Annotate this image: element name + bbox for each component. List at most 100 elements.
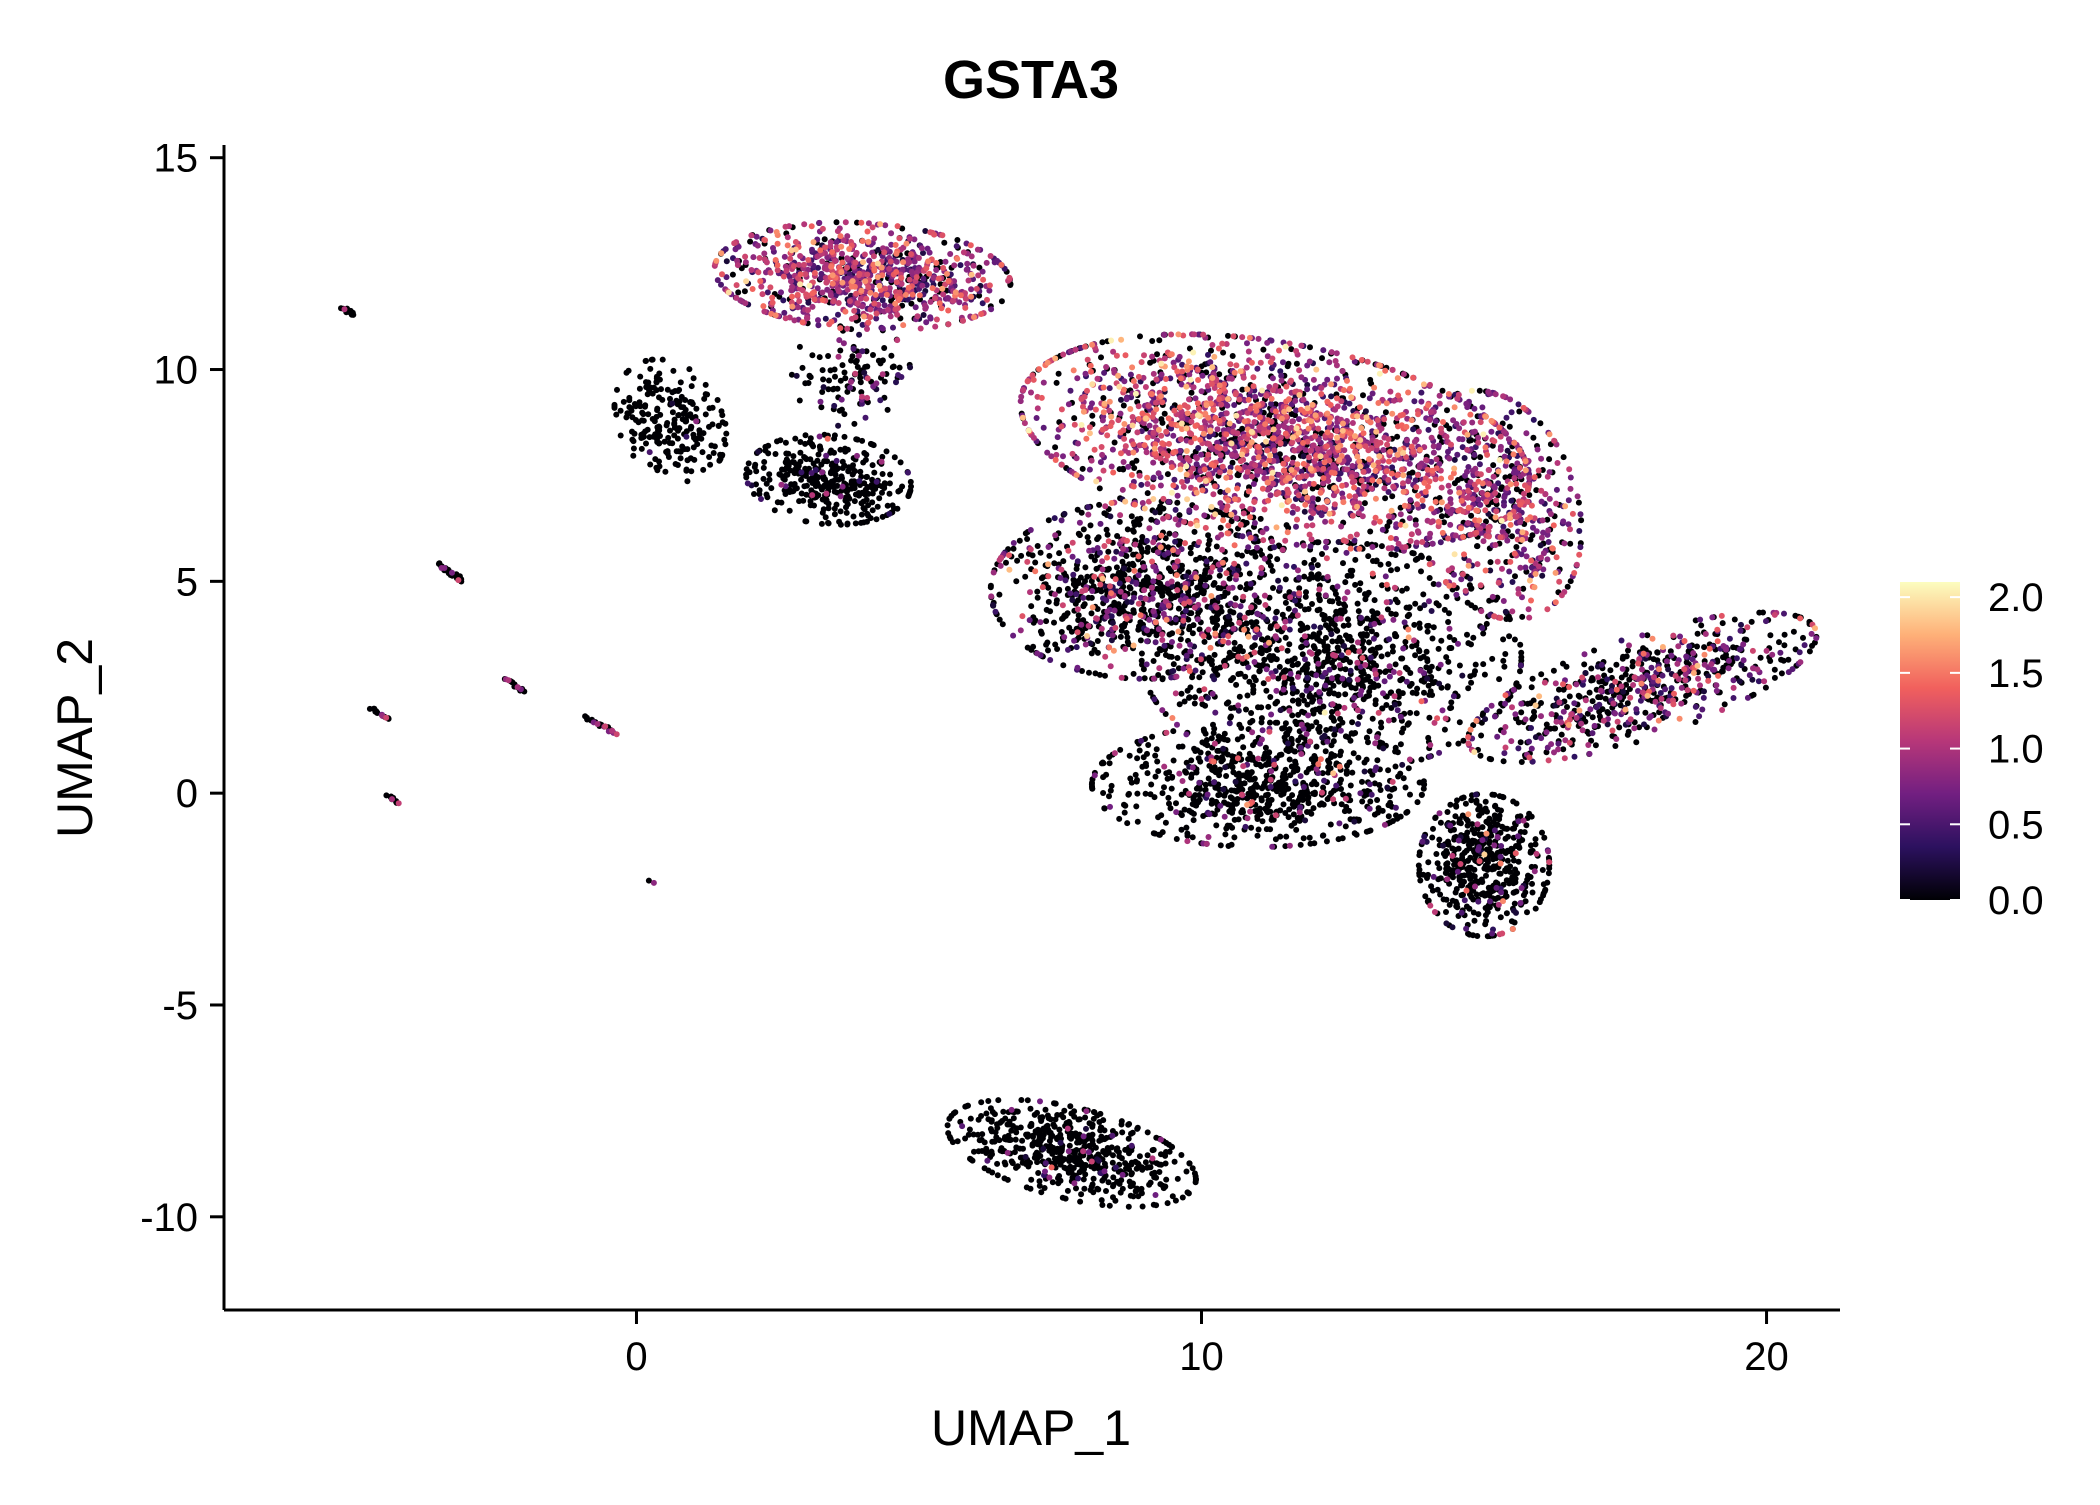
cell-point (1043, 606, 1050, 613)
cell-point (1343, 770, 1350, 777)
cell-point (1210, 730, 1217, 736)
cell-point (922, 228, 929, 234)
cell-point (1183, 824, 1190, 831)
cell-point (1293, 721, 1300, 728)
cell-point (1101, 805, 1108, 812)
cell-point (1486, 815, 1493, 822)
cell-point (863, 348, 870, 355)
cell-point (1138, 538, 1145, 545)
cell-point (1406, 604, 1413, 611)
cell-point (833, 219, 840, 226)
cell-point (1292, 412, 1298, 419)
cell-point (1295, 737, 1302, 744)
cell-point (1310, 643, 1317, 650)
cell-point (630, 452, 637, 459)
cell-point (1588, 737, 1595, 744)
cell-point (889, 364, 896, 371)
cell-point (1283, 833, 1290, 840)
cell-point (1117, 746, 1124, 753)
cell-point (1221, 730, 1228, 737)
cell-point (1326, 760, 1333, 766)
cell-point (694, 441, 701, 448)
cell-point (1488, 756, 1495, 763)
cell-point (807, 502, 814, 509)
cell-point (1189, 630, 1196, 637)
cell-point (771, 507, 778, 514)
cell-point (638, 431, 645, 438)
cell-point (656, 440, 663, 447)
cell-point (630, 445, 637, 452)
cell-point (1514, 813, 1521, 820)
cell-point (851, 420, 858, 427)
cell-point (1258, 719, 1265, 726)
cell-point (1741, 636, 1748, 643)
cell-point (1329, 659, 1335, 666)
cell-point (741, 288, 748, 295)
cell-point (643, 440, 649, 447)
cell-point (1144, 490, 1151, 497)
cell-point (995, 1097, 1002, 1104)
cell-point (1468, 585, 1475, 592)
cell-point (1281, 679, 1288, 686)
cell-point (1176, 512, 1183, 519)
cell-point (869, 490, 876, 497)
cell-point (1293, 360, 1300, 367)
cell-point (1106, 760, 1113, 767)
cell-point (1342, 691, 1349, 698)
cell-point (1448, 699, 1455, 706)
cell-point (1371, 684, 1378, 690)
cell-point (1186, 694, 1193, 701)
cell-point (1189, 1165, 1196, 1172)
cell-point (1624, 731, 1631, 738)
cell-point (649, 356, 656, 363)
cell-point (1191, 797, 1198, 803)
cell-point (1613, 661, 1620, 668)
cell-point (658, 386, 664, 393)
cell-point (1310, 696, 1317, 703)
cell-point (1374, 644, 1381, 651)
cell-point (1447, 827, 1454, 834)
cell-point (1364, 541, 1371, 547)
cell-point (808, 487, 815, 494)
cell-point (1310, 556, 1317, 563)
cell-point (1309, 485, 1316, 492)
cell-point (1034, 1153, 1041, 1160)
cell-point (1389, 493, 1396, 500)
cell-point (1155, 768, 1162, 775)
cell-point (1560, 660, 1566, 667)
cell-point (1315, 571, 1322, 578)
cell-point (1152, 830, 1159, 837)
cell-point (1350, 730, 1357, 737)
cell-point (989, 1138, 996, 1145)
cell-point (671, 424, 678, 431)
cell-point (1222, 831, 1229, 838)
cell-point (1255, 599, 1262, 605)
cell-point (1205, 532, 1212, 539)
cell-point (1076, 1169, 1083, 1176)
cell-point (1443, 909, 1449, 915)
cell-point (1067, 1169, 1074, 1176)
cell-point (1372, 697, 1379, 704)
cell-point (1389, 648, 1396, 655)
cell-point (626, 404, 633, 411)
cell-point (1394, 749, 1401, 756)
cell-point (1436, 865, 1443, 872)
cell-point (1385, 767, 1392, 774)
cell-point (1054, 646, 1061, 652)
cell-point (1205, 541, 1212, 548)
cell-point (1442, 853, 1449, 859)
cell-point (1377, 561, 1384, 568)
cell-point (1014, 1163, 1021, 1170)
cell-point (1308, 723, 1315, 730)
cell-point (842, 497, 849, 504)
cell-point (1465, 930, 1471, 937)
cell-point (1309, 633, 1316, 640)
cell-point (1448, 704, 1455, 711)
cell-point (672, 388, 679, 394)
cell-point (1277, 707, 1284, 714)
cell-point (1144, 750, 1150, 757)
cell-point (1507, 863, 1514, 870)
cell-point (1075, 580, 1082, 587)
cell-point (1120, 466, 1127, 473)
cell-point (1128, 513, 1135, 520)
